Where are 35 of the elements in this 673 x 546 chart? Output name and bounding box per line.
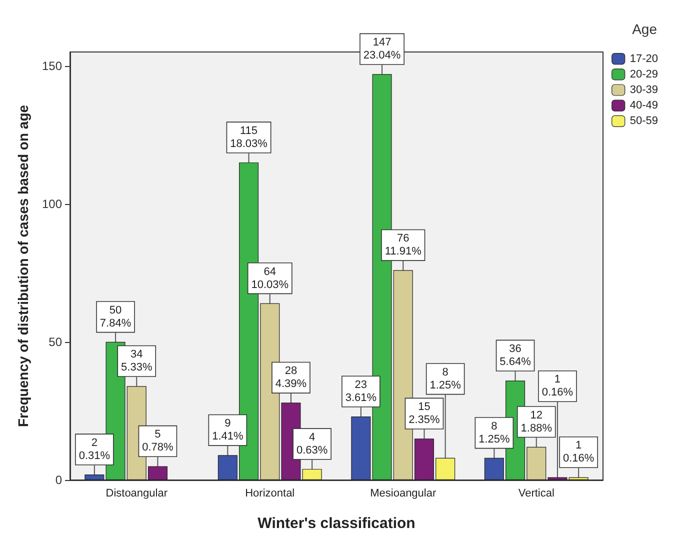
x-tick-label: Horizontal [245, 488, 295, 500]
y-tick-label: 150 [42, 58, 62, 73]
data-label: 76 11.91% [384, 232, 422, 258]
x-tick-label: Vertical [518, 488, 554, 500]
legend-title: Age [632, 21, 658, 37]
data-label: 1 0.16% [542, 374, 574, 399]
legend-label: 20-29 [630, 68, 658, 80]
data-label: 28 4.39% [275, 365, 307, 390]
legend-label: 40-49 [630, 100, 658, 112]
data-label: 12 1.88% [520, 409, 552, 434]
data-label: 8 1.25% [430, 366, 462, 392]
x-axis-title: Winter's classification [258, 515, 416, 532]
legend-label: 30-39 [630, 84, 658, 96]
data-label: 2 0.31% [78, 436, 110, 462]
y-tick-label: 0 [55, 473, 62, 487]
y-tick-label: 100 [42, 196, 62, 211]
data-label: 9 1.41% [212, 418, 244, 443]
data-label: 34 5.33% [121, 348, 152, 374]
legend-label: 50-59 [630, 115, 658, 128]
data-label: 1 0.16% [562, 440, 594, 465]
data-label: 36 5.64% [500, 343, 532, 368]
data-label: 5 0.78% [142, 428, 174, 454]
x-tick-label: Mesioangular [370, 488, 436, 500]
y-axis-title: Frequency of distribution of cases based on age [15, 104, 31, 428]
y-tick-label: 50 [48, 334, 62, 349]
data-label: 64 10.03% [251, 266, 289, 291]
data-label: 4 0.63% [296, 431, 328, 456]
legend-label: 17-20 [630, 52, 658, 65]
data-label: 23 3.61% [345, 378, 377, 404]
data-label: 15 2.35% [408, 401, 440, 426]
data-label: 50 7.84% [100, 304, 132, 330]
data-label: 115 18.03% [230, 124, 268, 150]
data-label: 8 1.25% [478, 420, 510, 446]
data-label: 147 23.04% [363, 36, 401, 62]
x-tick-label: Distoangular [106, 488, 168, 500]
